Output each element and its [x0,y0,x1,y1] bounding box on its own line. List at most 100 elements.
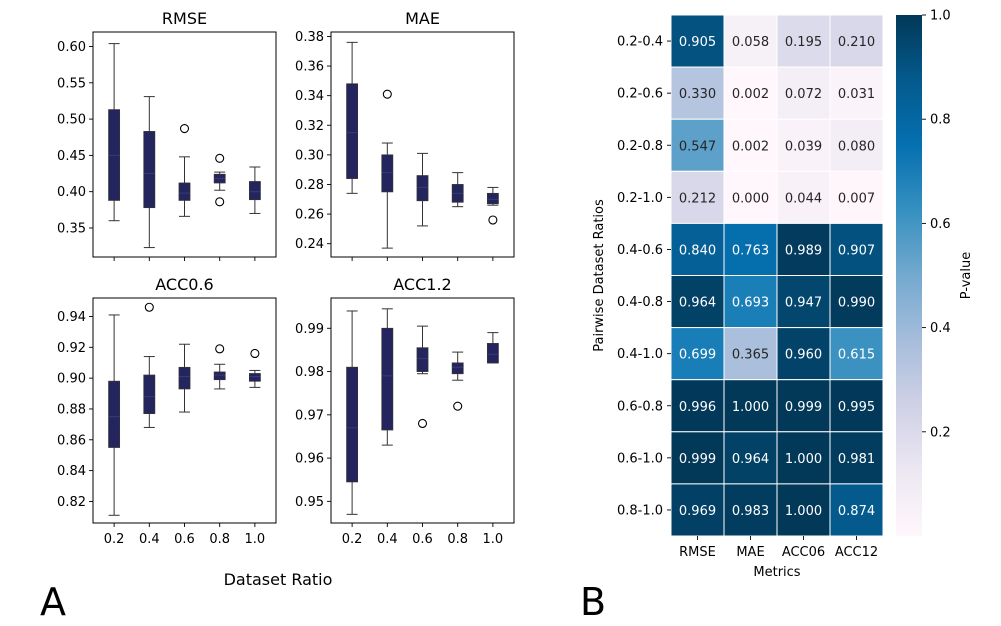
x-tick-label: 1.0 [245,532,266,547]
heatmap-cell-value: 0.907 [838,243,875,258]
x-tick-label: 0.6 [412,532,433,547]
y-tick-label: 0.28 [295,178,324,193]
y-tick-label: 0.84 [57,464,86,479]
heatmap-cell [723,222,778,276]
heatmap-cell [670,118,725,172]
heatmap-col-label: ACC12 [835,545,878,560]
heatmap-row-label: 0.2-0.4 [617,35,663,50]
heatmap-cell-value: 0.947 [785,296,822,311]
heatmap-cell-value: 0.000 [732,191,769,206]
x-tick-label: 1.0 [483,532,504,547]
heatmap-cell-value: 0.981 [838,452,875,467]
box-0.2 [346,41,359,194]
heatmap-cell-value: 0.044 [785,191,822,206]
iqr-box [178,366,191,390]
heatmap-col-label: RMSE [679,545,716,560]
heatmap-cell-value: 0.212 [679,191,716,206]
heatmap-cell [829,170,884,224]
axes-frame [330,31,515,258]
iqr-box [416,347,429,372]
outlier-point [382,89,392,99]
iqr-box [248,181,261,201]
box-0.8 [213,153,226,207]
y-tick-label: 0.50 [57,113,86,128]
heatmap-cell-value: 0.031 [838,87,875,102]
y-tick-label: 0.45 [57,149,86,164]
boxplot-title: MAE [405,9,440,28]
heatmap-cell-value: 0.874 [838,504,875,519]
iqr-box [248,373,261,382]
heatmap-cell-value: 0.210 [838,35,875,50]
heatmap-row-label: 0.2-0.6 [617,87,663,102]
colorbar: 0.2 0.4 0.6 0.8 1.0 P-value [896,9,974,536]
heatmap-cell [670,379,725,433]
heatmap-cell [670,275,725,329]
x-tick-label: 0.2 [342,532,363,547]
y-tick-label: 0.99 [295,322,324,337]
colorbar-tick-label: 0.4 [930,321,951,336]
heatmap-cell [829,222,884,276]
box-0.4 [381,308,394,446]
x-tick-label: 0.4 [377,532,398,547]
iqr-box [178,182,191,201]
outlier-point [144,302,154,312]
shared-x-axis-label: Dataset Ratio [224,570,333,589]
colorbar-tick-label: 0.8 [930,113,951,128]
y-tick-label: 0.32 [295,119,324,134]
iqr-box [108,380,121,448]
box-0.8 [213,344,226,390]
heatmap-col-label: ACC06 [782,545,825,560]
heatmap-cell-value: 0.547 [679,139,716,154]
iqr-box [416,175,429,202]
boxplot-rmse: RMSE 0.35 0.40 0.45 0.50 0.55 0.60 [57,9,277,261]
box-1.0 [486,186,499,225]
heatmap-row-label: 0.4-0.8 [617,295,663,310]
heatmap-cell-value: 1.000 [785,452,822,467]
heatmap-cell [829,379,884,433]
boxplot-mae: MAE 0.24 0.26 0.28 0.30 0.32 0.34 0.36 0.38 [295,9,515,261]
box-0.8 [451,351,464,411]
box-0.4 [381,89,394,249]
box-0.6 [416,325,429,429]
colorbar-tick-label: 0.2 [930,425,951,440]
iqr-box [486,192,499,205]
x-tick-label: 0.8 [209,532,230,547]
heatmap-cell-value: 0.039 [785,139,822,154]
box-1.0 [486,332,499,364]
y-tick-label: 0.26 [295,208,324,223]
heatmap-cell-value: 0.365 [732,348,769,363]
y-tick-label: 0.60 [57,40,86,55]
x-tick-label: 0.2 [104,532,125,547]
heatmap-cell-value: 0.964 [679,296,716,311]
heatmap-cell [829,275,884,329]
y-tick-label: 0.36 [295,60,324,75]
iqr-box [346,366,359,483]
box-0.6 [178,123,191,217]
heatmap-cell [723,118,778,172]
heatmap-cell-value: 0.330 [679,87,716,102]
panel-b-label: B [580,580,606,624]
heatmap-cell-value: 0.693 [732,296,769,311]
heatmap-cell [829,14,884,68]
heatmap-cell-value: 0.002 [732,87,769,102]
iqr-box [451,362,464,375]
boxplot-title: ACC0.6 [155,275,213,294]
boxplot-acc1-2: ACC1.2 0.95 0.96 0.97 0.98 0.99 0.2 0.4 0.6 0.8 1.… [295,275,515,547]
heatmap-row-label: 0.6-0.8 [617,399,663,414]
heatmap-cell [723,14,778,68]
heatmap-y-axis-label: Pairwise Dataset Ratios [592,199,607,352]
outlier-point [417,418,428,429]
heatmap-cell-value: 1.000 [732,400,769,415]
heatmap-row-label: 0.2-0.8 [617,139,663,154]
y-tick-label: 0.92 [57,341,86,356]
colorbar-gradient [896,15,922,536]
heatmap-cell-value: 0.969 [679,504,716,519]
heatmap-cell-value: 0.699 [679,348,716,363]
iqr-box [381,154,394,193]
heatmap-cell-value: 0.007 [838,191,875,206]
outlier-point [453,401,463,411]
heatmap-cell [829,431,884,485]
outlier-point [179,123,190,134]
heatmap-cell [723,66,778,120]
box-0.6 [416,152,429,227]
